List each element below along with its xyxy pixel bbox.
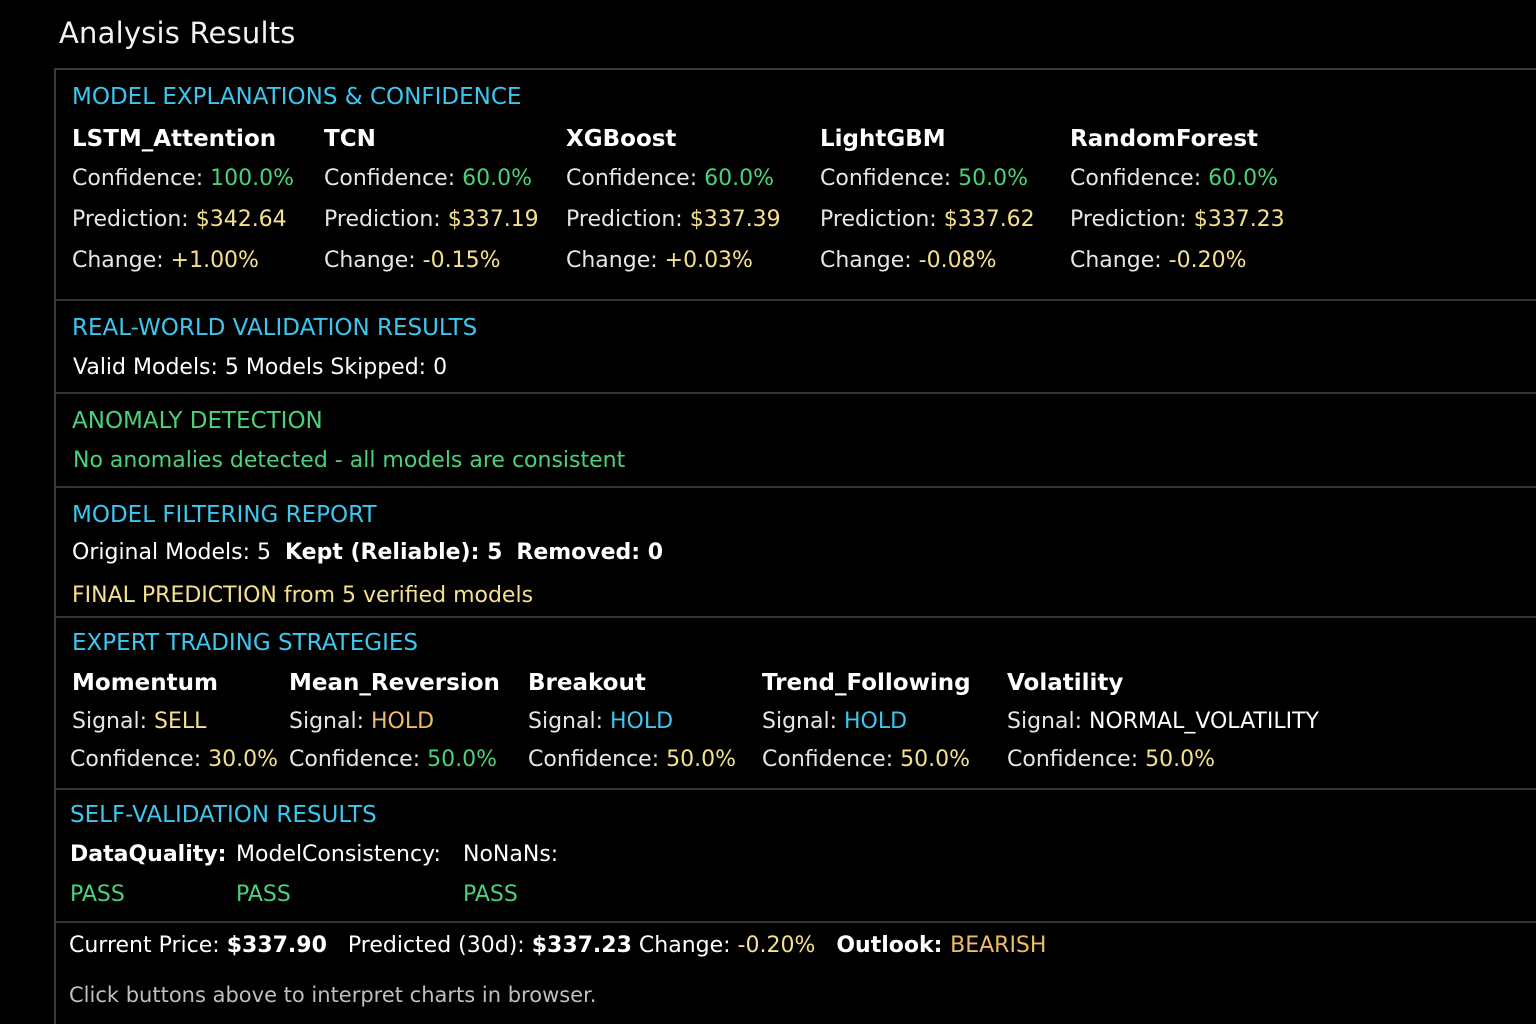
check-model-consistency: ModelConsistency: PASS: [236, 842, 441, 907]
model-name: TCN: [324, 126, 376, 152]
summary-change: Change: -0.20%: [638, 933, 816, 958]
strategy-signal: Signal: HOLD: [528, 709, 674, 734]
filtering-section: MODEL FILTERING REPORT Original Models: …: [56, 488, 1536, 618]
check-result: PASS: [70, 882, 125, 907]
original-models-count: Original Models: 5: [72, 540, 271, 565]
strategy-confidence: Confidence: 50.0%: [1007, 747, 1215, 772]
model-card-lightgbm: LightGBM Confidence: 50.0% Prediction: $…: [820, 126, 1035, 273]
strategy-name: Trend_Following: [762, 670, 971, 696]
analysis-results-panel: MODEL EXPLANATIONS & CONFIDENCE LSTM_Att…: [54, 68, 1536, 1024]
kept-models-count: Kept (Reliable): 5: [285, 540, 503, 565]
check-no-nans: NoNaNs: PASS: [463, 842, 558, 907]
model-confidence: Confidence: 50.0%: [820, 166, 1028, 191]
model-change: Change: +0.03%: [566, 248, 753, 273]
model-prediction: Prediction: $337.19: [324, 207, 539, 232]
model-change: Change: -0.20%: [1070, 248, 1247, 273]
strategies-section: EXPERT TRADING STRATEGIES Momentum Signa…: [56, 618, 1536, 790]
filtering-counts: Original Models: 5 Kept (Reliable): 5 Re…: [72, 540, 663, 565]
model-explanations-heading: MODEL EXPLANATIONS & CONFIDENCE: [72, 84, 522, 110]
summary-line: Current Price: $337.90 Predicted (30d): …: [69, 933, 1046, 958]
model-card-tcn: TCN Confidence: 60.0% Prediction: $337.1…: [324, 126, 539, 273]
validation-summary: Valid Models: 5 Models Skipped: 0: [73, 355, 448, 380]
model-prediction: Prediction: $337.39: [566, 207, 781, 232]
model-prediction: Prediction: $342.64: [72, 207, 287, 232]
model-prediction: Prediction: $337.62: [820, 207, 1035, 232]
strategies-heading: EXPERT TRADING STRATEGIES: [72, 630, 418, 656]
model-prediction: Prediction: $337.23: [1070, 207, 1285, 232]
model-explanations-section: MODEL EXPLANATIONS & CONFIDENCE LSTM_Att…: [56, 70, 1536, 301]
model-change: Change: -0.15%: [324, 248, 501, 273]
check-result: PASS: [236, 882, 291, 907]
check-name: ModelConsistency:: [236, 842, 441, 867]
validation-section: REAL-WORLD VALIDATION RESULTS Valid Mode…: [56, 301, 1536, 394]
strategy-name: Mean_Reversion: [289, 670, 500, 696]
model-name: LightGBM: [820, 126, 946, 152]
model-card-xgboost: XGBoost Confidence: 60.0% Prediction: $3…: [566, 126, 781, 273]
page-title: Analysis Results: [59, 16, 296, 50]
footer-hint: Click buttons above to interpret charts …: [69, 983, 597, 1007]
model-card-lstm-attention: LSTM_Attention Confidence: 100.0% Predic…: [72, 126, 294, 273]
strategy-confidence: Confidence: 30.0%: [70, 747, 278, 772]
strategy-signal: Signal: NORMAL_VOLATILITY: [1007, 709, 1319, 734]
model-name: LSTM_Attention: [72, 126, 277, 152]
strategy-signal: Signal: HOLD: [762, 709, 908, 734]
check-data-quality: DataQuality: PASS: [70, 842, 226, 907]
anomaly-heading: ANOMALY DETECTION: [72, 408, 323, 434]
model-name: RandomForest: [1070, 126, 1259, 152]
self-validation-heading: SELF-VALIDATION RESULTS: [70, 802, 377, 828]
summary-section: Current Price: $337.90 Predicted (30d): …: [56, 923, 1536, 1024]
self-validation-section: SELF-VALIDATION RESULTS DataQuality: PAS…: [56, 790, 1536, 923]
predicted-price: Predicted (30d): $337.23: [347, 933, 632, 958]
strategy-confidence: Confidence: 50.0%: [762, 747, 970, 772]
strategy-signal: Signal: SELL: [72, 709, 207, 734]
strategy-name: Volatility: [1007, 670, 1124, 696]
model-confidence: Confidence: 60.0%: [566, 166, 774, 191]
strategy-name: Breakout: [528, 670, 646, 696]
strategy-volatility: Volatility Signal: NORMAL_VOLATILITY Con…: [1007, 670, 1319, 772]
strategy-breakout: Breakout Signal: HOLD Confidence: 50.0%: [528, 670, 736, 772]
model-card-randomforest: RandomForest Confidence: 60.0% Predictio…: [1070, 126, 1285, 273]
strategy-signal: Signal: HOLD: [289, 709, 435, 734]
strategy-name: Momentum: [72, 670, 218, 696]
check-name: DataQuality:: [70, 842, 227, 867]
strategy-confidence: Confidence: 50.0%: [289, 747, 497, 772]
check-result: PASS: [463, 882, 518, 907]
removed-models-count: Removed: 0: [516, 540, 664, 565]
model-confidence: Confidence: 60.0%: [1070, 166, 1278, 191]
strategy-mean-reversion: Mean_Reversion Signal: HOLD Confidence: …: [289, 670, 500, 772]
check-name: NoNaNs:: [463, 842, 559, 867]
anomaly-message: No anomalies detected - all models are c…: [73, 448, 626, 473]
model-change: Change: -0.08%: [820, 248, 997, 273]
strategy-momentum: Momentum Signal: SELL Confidence: 30.0%: [70, 670, 278, 772]
validation-heading: REAL-WORLD VALIDATION RESULTS: [72, 315, 478, 341]
model-confidence: Confidence: 60.0%: [324, 166, 532, 191]
anomaly-section: ANOMALY DETECTION No anomalies detected …: [56, 394, 1536, 488]
model-name: XGBoost: [566, 126, 677, 152]
current-price: Current Price: $337.90: [69, 933, 327, 958]
outlook: Outlook: BEARISH: [836, 933, 1047, 958]
model-confidence: Confidence: 100.0%: [72, 166, 294, 191]
filtering-heading: MODEL FILTERING REPORT: [72, 502, 377, 528]
strategy-confidence: Confidence: 50.0%: [528, 747, 736, 772]
final-prediction-note: FINAL PREDICTION from 5 verified models: [72, 583, 534, 608]
strategy-trend-following: Trend_Following Signal: HOLD Confidence:…: [762, 670, 971, 772]
model-change: Change: +1.00%: [72, 248, 259, 273]
